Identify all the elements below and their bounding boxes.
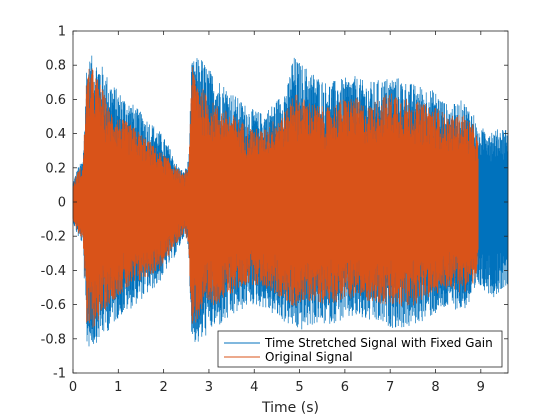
y-tick-label: 1 <box>58 25 66 40</box>
legend-label-time-stretched: Time Stretched Signal with Fixed Gain <box>264 336 493 350</box>
x-axis-label: Time (s) <box>261 400 319 416</box>
tick-layer: 0 1 2 3 4 5 6 7 8 9 -1 -0.8 -0.6 -0.4 -0.2 0 0.2 0.4 0.6 0.… <box>41 25 508 395</box>
x-tick-label: 2 <box>159 380 167 395</box>
legend: Time Stretched Signal with Fixed Gain Or… <box>217 330 503 368</box>
x-tick-label: 7 <box>386 380 394 395</box>
x-tick-label: 9 <box>477 380 485 395</box>
legend-box <box>217 330 503 368</box>
y-tick-label: -0.6 <box>41 298 66 313</box>
y-tick-label: 0.6 <box>45 93 66 108</box>
y-tick-label: 0.4 <box>45 127 66 142</box>
x-tick-label: 1 <box>114 380 122 395</box>
x-tick-label: 4 <box>250 380 258 395</box>
y-tick-label: 0.2 <box>45 161 66 176</box>
y-tick-label: 0.8 <box>45 59 66 74</box>
x-tick-label: 5 <box>295 380 303 395</box>
x-tick-label: 3 <box>205 380 213 395</box>
y-tick-label: 0 <box>58 196 66 211</box>
y-tick-label: -0.2 <box>41 230 66 245</box>
y-tick-label: -0.4 <box>41 264 66 279</box>
x-tick-label: 6 <box>341 380 349 395</box>
y-tick-label: -0.8 <box>41 332 66 347</box>
legend-label-original: Original Signal <box>265 350 353 364</box>
x-tick-label: 0 <box>69 380 77 395</box>
x-tick-label: 8 <box>431 380 439 395</box>
y-tick-label: -1 <box>53 367 66 382</box>
